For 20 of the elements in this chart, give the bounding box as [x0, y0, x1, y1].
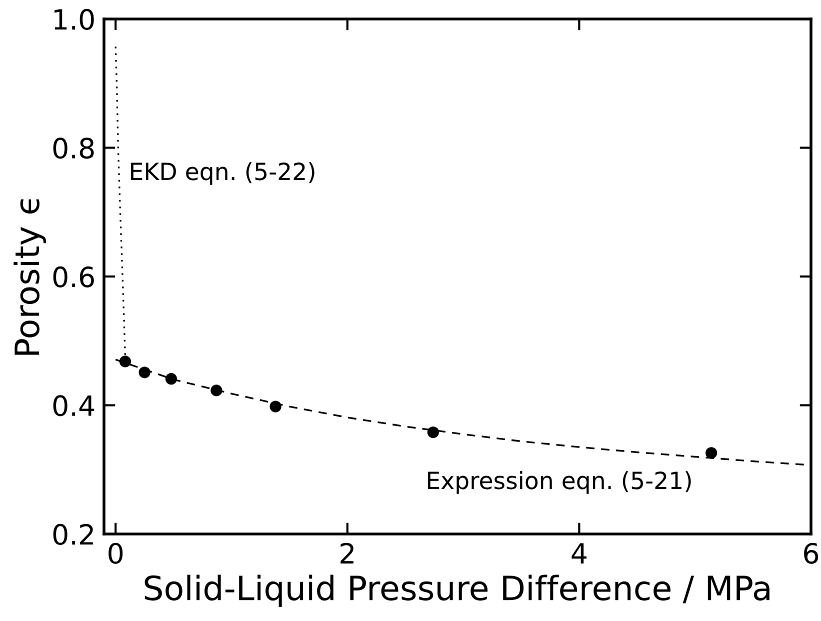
point	[210, 384, 222, 396]
point	[270, 400, 282, 412]
y-tick-label: 0.4	[53, 395, 94, 416]
x-tick-label: 2	[340, 542, 354, 564]
point	[165, 373, 178, 385]
y-tick-label: 0.6	[53, 266, 94, 288]
y-tick-label: 1.0	[54, 8, 94, 30]
point	[138, 366, 150, 378]
x-axis-title: Solid-Liquid Pressure Difference / MPa	[144, 574, 770, 608]
point	[427, 426, 439, 438]
annotation: EKD eqn. (5-22)	[131, 162, 314, 185]
x-tick-label: 0	[108, 542, 123, 564]
x-tick-label: 4	[572, 543, 586, 564]
annotation: Expression eqn. (5-21)	[428, 471, 691, 494]
x-tick-label: 6	[804, 542, 818, 564]
point	[706, 447, 718, 459]
point	[119, 356, 132, 368]
y-axis-title: Porosity ϵ	[14, 199, 46, 355]
y-tick-label: 0.2	[53, 524, 93, 545]
y-tick-label: 0.8	[53, 138, 94, 159]
